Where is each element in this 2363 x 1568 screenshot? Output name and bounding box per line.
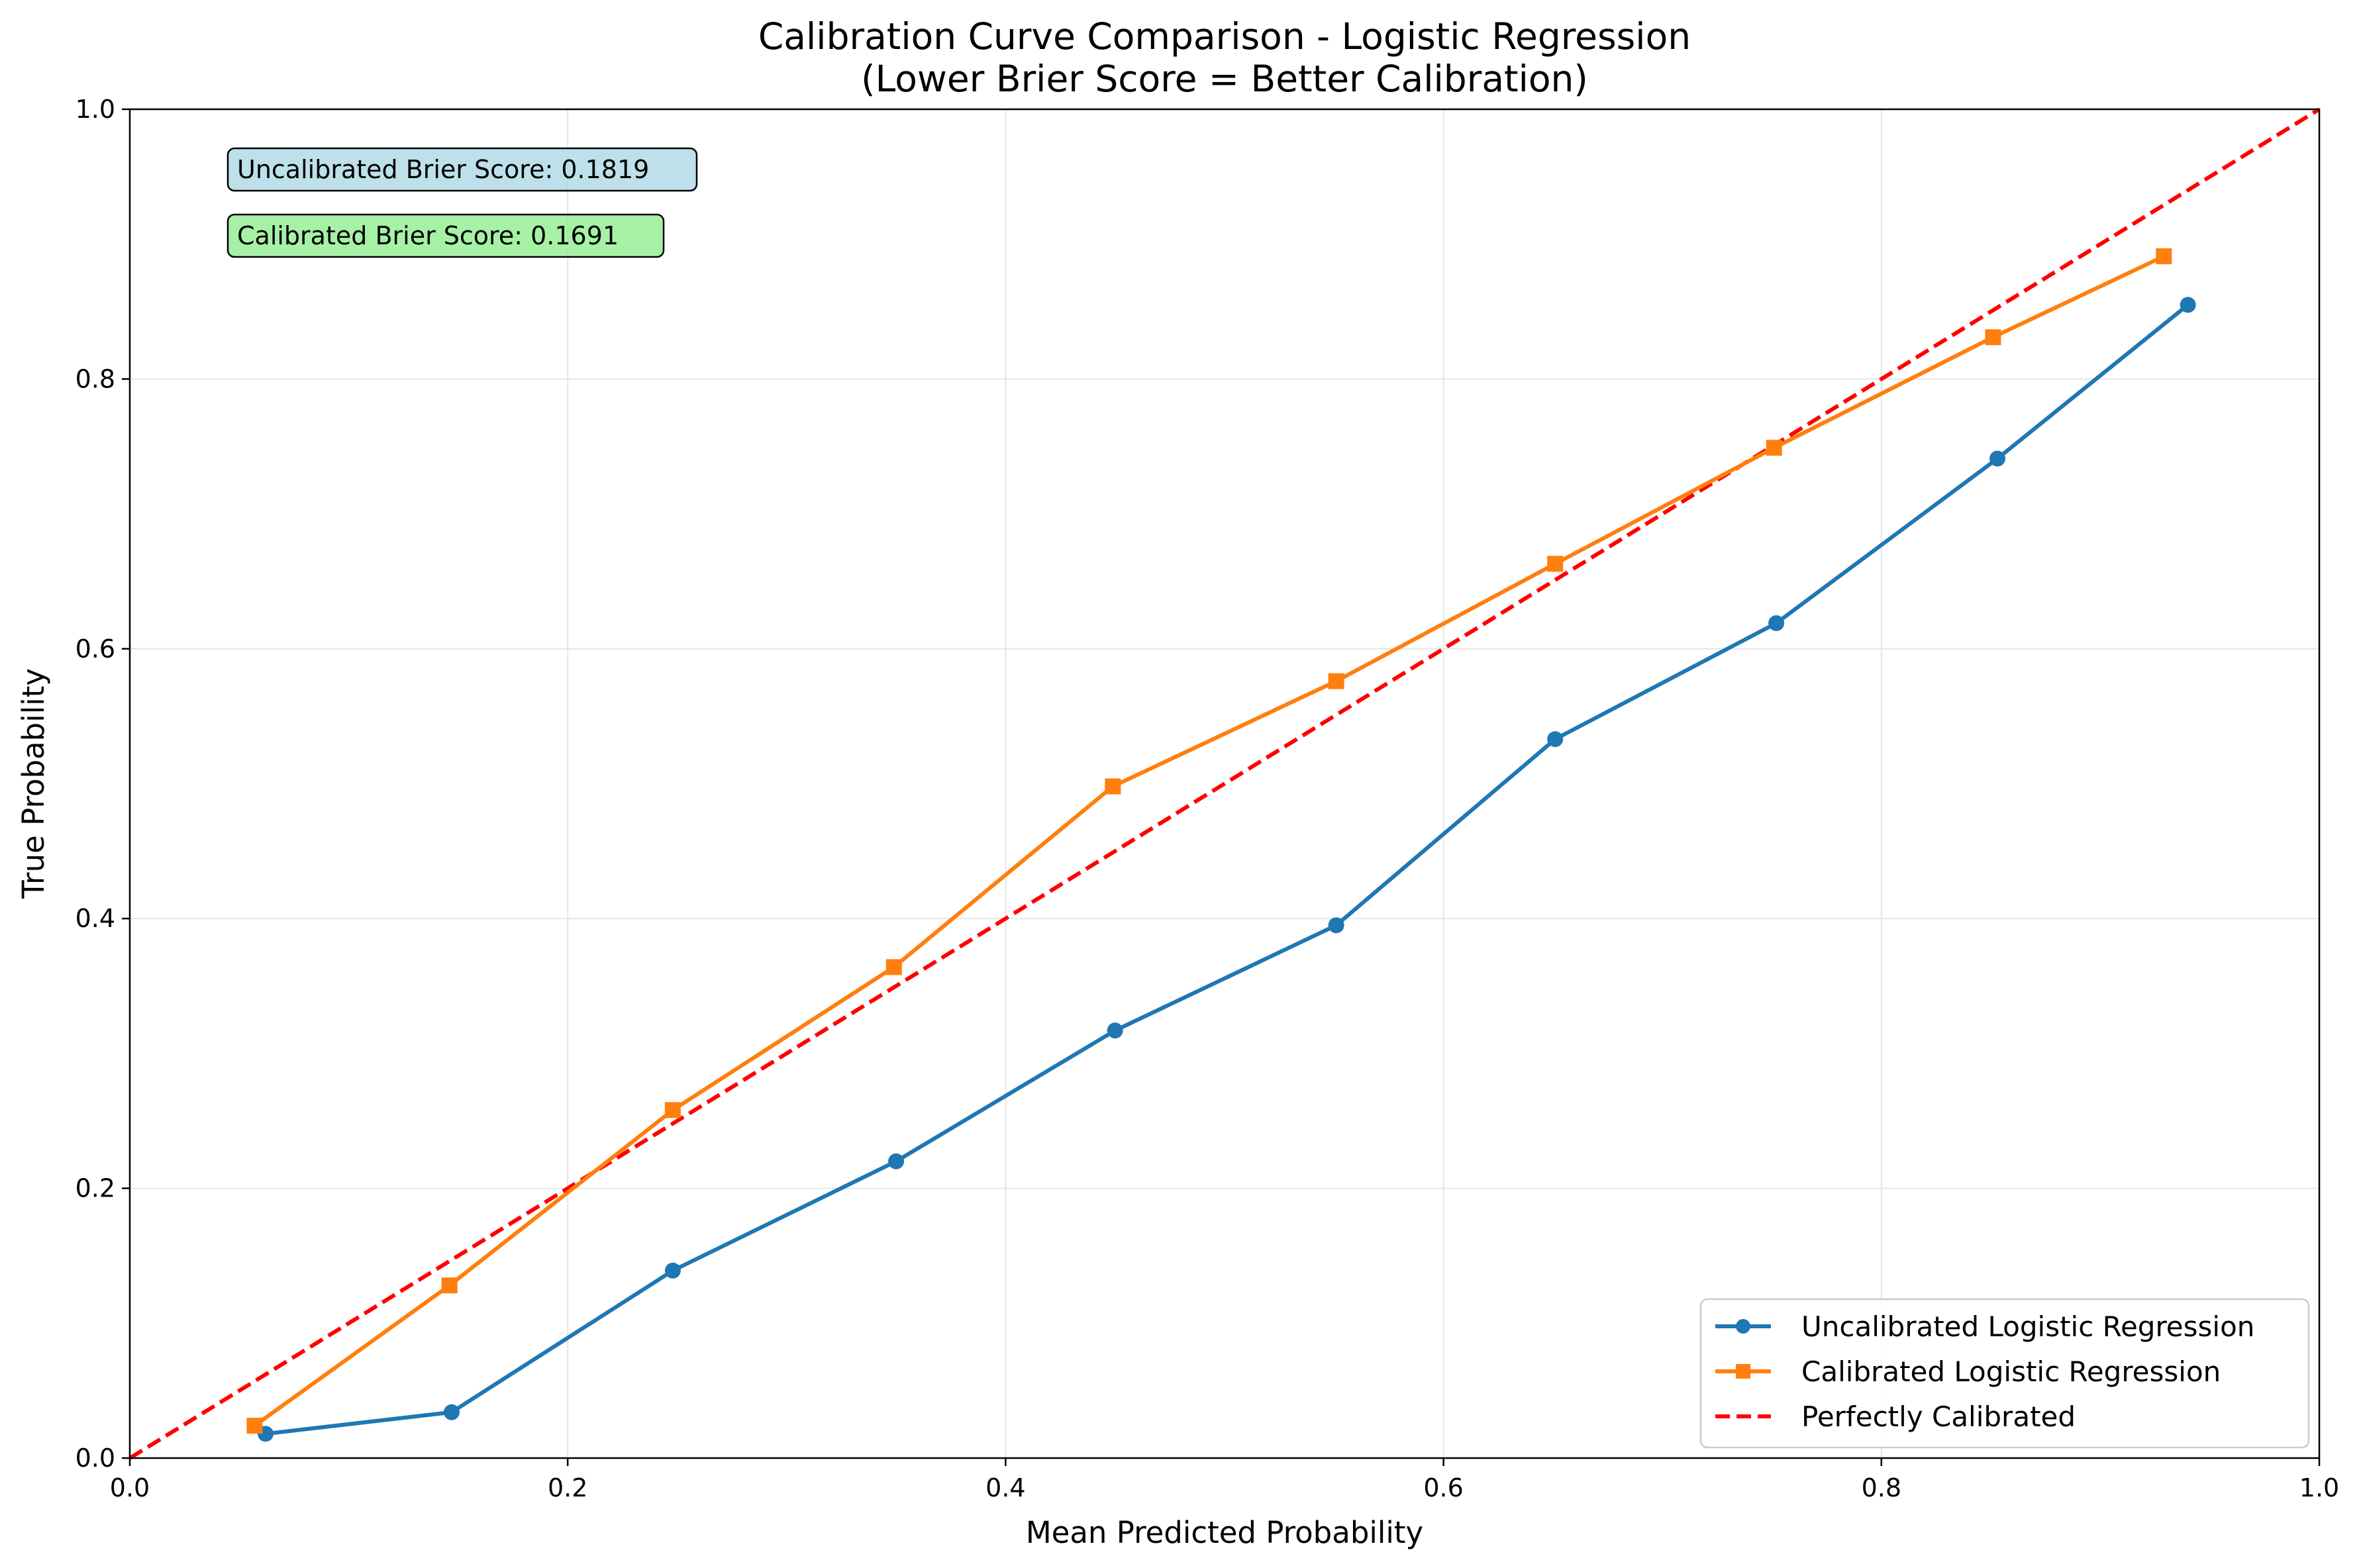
- x-tick-label: 0.8: [1862, 1473, 1901, 1502]
- chart-subtitle: (Lower Brier Score = Better Calibration): [861, 58, 1588, 100]
- x-tick-label: 0.6: [1423, 1473, 1463, 1502]
- legend-frame: [1699, 1298, 2310, 1449]
- calibrated-point: [1985, 329, 2001, 346]
- calibrated-point: [664, 1102, 681, 1118]
- x-axis-label: Mean Predicted Probability: [1026, 1515, 1423, 1550]
- tick-layer: 0.0 0.2 0.4 0.6 0.8 1.0 0.0 0.2 0.4 0.6 0.8 1.0: [75, 95, 2340, 1502]
- uncalibrated-brier-score: Uncalibrated Brier Score: 0.1819: [237, 155, 649, 184]
- calibrated-point: [1547, 556, 1564, 572]
- legend-calibrated-marker: [1736, 1364, 1750, 1379]
- x-tick-label: 0.0: [110, 1473, 150, 1502]
- uncalibrated-line: [265, 303, 2189, 1436]
- uncalibrated-brier-box-bg: [226, 147, 698, 192]
- y-tick-label: 0.2: [75, 1174, 115, 1203]
- y-tick-label: 0.8: [75, 364, 115, 393]
- uncalibrated-brier-box: Uncalibrated Brier Score: 0.1819: [226, 147, 698, 192]
- calibrated-point: [441, 1277, 458, 1294]
- legend-uncalibrated-label: Uncalibrated Logistic Regression: [1801, 1310, 2254, 1343]
- uncalibrated-point: [1328, 917, 1344, 934]
- calibrated-line: [253, 254, 2165, 1428]
- uncalibrated-point: [664, 1262, 681, 1279]
- uncalibrated-point: [1989, 450, 2006, 467]
- perfect-calibration-layer: [128, 107, 2321, 1460]
- calibrated-point: [1328, 673, 1344, 689]
- calibrated-point: [885, 959, 902, 975]
- legend-uncalibrated-marker: [1736, 1319, 1750, 1334]
- calibrated-point: [1766, 440, 1782, 456]
- uncalibrated-point: [888, 1153, 905, 1169]
- chart-title: Calibration Curve Comparison - Logistic …: [758, 15, 1691, 58]
- y-axis-label: True Probability: [16, 668, 51, 899]
- series-layer: [246, 248, 2196, 1442]
- legend-perfect-label: Perfectly Calibrated: [1801, 1400, 2076, 1433]
- y-tick-label: 0.0: [75, 1444, 115, 1473]
- x-tick-label: 0.4: [985, 1473, 1025, 1502]
- y-tick-label: 0.4: [75, 904, 115, 933]
- y-tick-label: 0.6: [75, 634, 115, 663]
- calibrated-brier-box-bg: [226, 213, 665, 258]
- uncalibrated-point: [1107, 1022, 1123, 1039]
- uncalibrated-point: [1547, 731, 1564, 748]
- uncalibrated-point: [1768, 615, 1785, 632]
- uncalibrated-point: [2180, 297, 2196, 313]
- x-tick-label: 0.2: [548, 1473, 587, 1502]
- calibrated-point: [246, 1418, 263, 1434]
- x-tick-label: 1.0: [2299, 1473, 2339, 1502]
- legend: Uncalibrated Logistic Regression Calibra…: [1699, 1298, 2310, 1449]
- calibrated-brier-score: Calibrated Brier Score: 0.1691: [237, 221, 619, 250]
- y-tick-label: 1.0: [75, 95, 115, 124]
- perfect-calibration-line: [128, 107, 2321, 1460]
- calibrated-brier-box: Calibrated Brier Score: 0.1691: [226, 213, 665, 258]
- uncalibrated-point: [443, 1404, 460, 1420]
- calibrated-point: [1105, 778, 1121, 795]
- legend-calibrated-label: Calibrated Logistic Regression: [1801, 1355, 2221, 1388]
- calibrated-point: [2156, 248, 2172, 265]
- plot-frame: [128, 108, 2321, 1459]
